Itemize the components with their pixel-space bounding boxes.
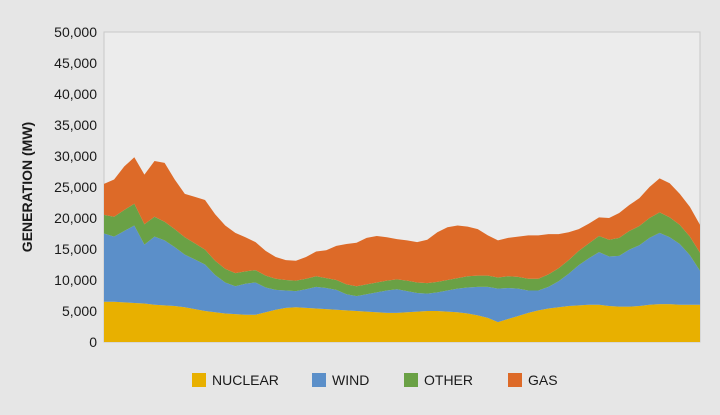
area-wind	[104, 225, 700, 323]
y-axis: 0 5,000 10,000 15,000 20,000 25,000 30,000 35,0…	[54, 24, 97, 350]
legend-swatch-wind	[312, 373, 326, 387]
legend-label-other: OTHER	[424, 372, 473, 388]
legend: NUCLEAR WIND OTHER GAS	[192, 372, 558, 388]
area-other	[104, 203, 700, 297]
legend-label-wind: WIND	[332, 372, 369, 388]
legend-swatch-gas	[508, 373, 522, 387]
legend-swatch-nuclear	[192, 373, 206, 387]
y-tick-label: 30,000	[54, 148, 97, 164]
legend-swatch-other	[404, 373, 418, 387]
y-axis-label: GENERATION (MW)	[19, 122, 35, 252]
y-tick-label: 20,000	[54, 210, 97, 226]
y-tick-label: 5,000	[62, 303, 97, 319]
y-tick-label: 50,000	[54, 24, 97, 40]
area-nuclear	[104, 301, 700, 342]
y-tick-label: 10,000	[54, 272, 97, 288]
legend-label-nuclear: NUCLEAR	[212, 372, 279, 388]
y-tick-label: 25,000	[54, 179, 97, 195]
y-tick-label: 15,000	[54, 241, 97, 257]
area-gas	[104, 157, 700, 287]
legend-label-gas: GAS	[528, 372, 558, 388]
y-tick-label: 45,000	[54, 55, 97, 71]
y-tick-label: 35,000	[54, 117, 97, 133]
stacked-areas	[104, 157, 700, 342]
y-tick-label: 0	[89, 334, 97, 350]
y-tick-label: 40,000	[54, 86, 97, 102]
